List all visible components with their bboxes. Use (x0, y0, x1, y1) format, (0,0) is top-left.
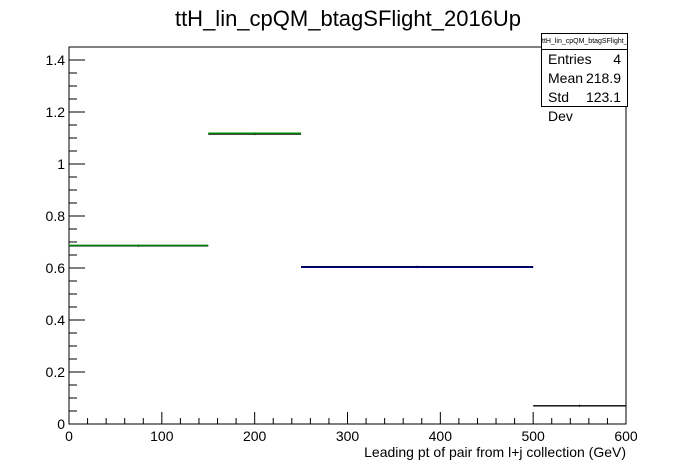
y-tick-label: 0.4 (46, 312, 66, 328)
stats-box: ttH_lin_cpQM_btagSFlight_2016Up Entries … (541, 33, 628, 124)
x-tick-label: 0 (65, 428, 73, 444)
x-axis-label: Leading pt of pair from l+j collection (… (364, 444, 626, 460)
stats-mean-value: 218.9 (585, 70, 621, 86)
x-tick-label: 200 (243, 428, 267, 444)
stats-mean-row: Mean 218.9 (542, 69, 627, 88)
stats-stddev-row: Std Dev 123.1 (542, 88, 627, 124)
y-tick-label: 1.4 (46, 52, 66, 68)
x-tick-label: 500 (521, 428, 545, 444)
stats-stddev-value: 123.1 (585, 89, 621, 105)
chart-title: ttH_lin_cpQM_btagSFlight_2016Up (174, 6, 522, 31)
y-tick-label: 0.6 (46, 260, 66, 276)
y-tick-label: 0 (57, 416, 65, 432)
y-tick-label: 1 (57, 156, 65, 172)
stats-entries-row: Entries 4 (542, 50, 627, 69)
stats-entries-value: 4 (613, 51, 621, 67)
x-tick-label: 600 (614, 428, 638, 444)
stats-box-title: ttH_lin_cpQM_btagSFlight_2016Up (542, 34, 627, 50)
stats-entries-label: Entries (548, 51, 592, 67)
x-tick-label: 400 (429, 428, 453, 444)
stats-mean-label: Mean (548, 70, 584, 86)
stats-stddev-label: Std Dev (548, 89, 573, 124)
y-tick-label: 0.8 (46, 208, 66, 224)
x-tick-label: 100 (150, 428, 174, 444)
x-tick-label: 300 (336, 428, 360, 444)
y-tick-label: 1.2 (46, 104, 66, 120)
y-tick-label: 0.2 (46, 364, 66, 380)
